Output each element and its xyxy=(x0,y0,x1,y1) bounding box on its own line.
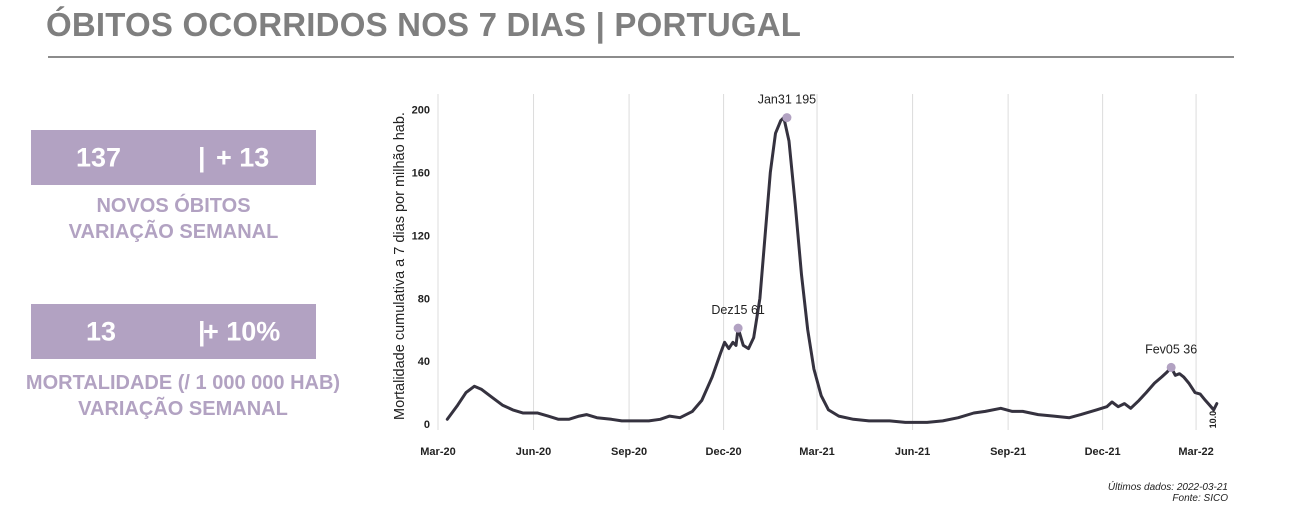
mortality-label-line2: VARIAÇÃO SEMANAL xyxy=(78,398,288,420)
series-line xyxy=(445,116,1219,424)
new-deaths-label: NOVOS ÓBITOS VARIAÇÃO SEMANAL xyxy=(31,193,316,245)
chart-gridlines xyxy=(437,94,1197,430)
y-tick-label: 40 xyxy=(418,356,430,368)
new-deaths-change: + 13 xyxy=(216,142,270,172)
chart-annotations: Dez15 61 Jan31 195 Fev05 36 10.0 xyxy=(711,93,1217,429)
footnote: Últimos dados: 2022-03-21 Fonte: SICO xyxy=(1108,482,1228,504)
last-data-note: Últimos dados: 2022-03-21 xyxy=(1107,482,1228,493)
y-tick-label: 120 xyxy=(412,230,430,242)
x-tick-label: Mar-21 xyxy=(799,446,834,458)
mortality-label-line1: MORTALIDADE (/ 1 000 000 HAB) xyxy=(25,372,341,394)
y-tick-label: 0 xyxy=(424,419,430,431)
y-axis-label: Mortalidade cumulativa a 7 dias por milh… xyxy=(392,112,408,420)
new-deaths-separator: | xyxy=(198,142,206,172)
y-tick-label: 80 xyxy=(418,293,430,305)
x-tick-label: Jun-21 xyxy=(895,446,930,458)
title-divider xyxy=(48,56,1234,58)
end-value-label: 10.0 xyxy=(1208,411,1218,429)
mortality-separator: | xyxy=(198,316,206,346)
x-tick-label: Mar-22 xyxy=(1178,446,1213,458)
y-tick-label: 160 xyxy=(412,168,430,180)
page-title: ÓBITOS OCORRIDOS NOS 7 DIAS | PORTUGAL xyxy=(46,6,802,43)
new-deaths-box: 137 | + 13 xyxy=(31,130,316,185)
peak-marker xyxy=(782,113,792,123)
x-tick-label: Mar-20 xyxy=(420,446,455,458)
chart-axes: Mar-20 Jun-20 Sep-20 Dec-20 Mar-21 Jun-21 Sep-… xyxy=(392,105,1214,458)
mortality-box: 13 | + 10% xyxy=(31,304,316,359)
mortality-label: MORTALIDADE (/ 1 000 000 HAB) VARIAÇÃO S… xyxy=(0,370,366,422)
x-tick-label: Dec-21 xyxy=(1085,446,1121,458)
chart-series xyxy=(445,116,1219,424)
peak-marker xyxy=(733,323,743,333)
new-deaths-label-line2: VARIAÇÃO SEMANAL xyxy=(68,221,279,243)
peak-label: Fev05 36 xyxy=(1145,342,1197,356)
y-tick-label: 200 xyxy=(412,105,430,117)
peak-label: Dez15 61 xyxy=(711,303,765,317)
mortality-change: + 10% xyxy=(203,316,281,346)
x-tick-label: Dec-20 xyxy=(706,446,742,458)
mortality-value: 13 xyxy=(86,316,117,346)
new-deaths-value: 137 xyxy=(76,142,122,172)
x-tick-label: Sep-21 xyxy=(990,446,1026,458)
source-note: Fonte: SICO xyxy=(1172,493,1228,504)
x-tick-label: Jun-20 xyxy=(516,446,551,458)
peak-label: Jan31 195 xyxy=(758,93,816,107)
peak-marker xyxy=(1166,362,1176,372)
x-tick-label: Sep-20 xyxy=(611,446,647,458)
new-deaths-label-line1: NOVOS ÓBITOS xyxy=(96,195,251,217)
